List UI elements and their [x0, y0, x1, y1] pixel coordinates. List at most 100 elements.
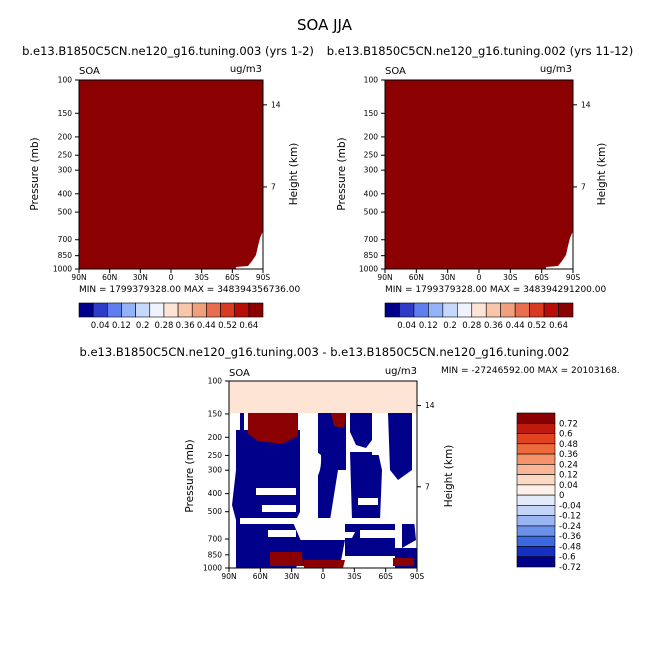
colorbar-swatch: [543, 302, 559, 318]
colorbar-label: 0.04: [91, 321, 110, 331]
x-tick-label: 30N: [284, 572, 299, 581]
x-tick-label: 90N: [221, 572, 236, 581]
panel-1: b.e13.B1850C5CN.ne120_g16.tuning.003 (yr…: [22, 44, 314, 331]
colorbar-swatch: [177, 302, 193, 318]
y-tick-label: 1000: [53, 265, 72, 274]
colorbar-swatch: [471, 302, 487, 318]
x-tick-label: 90S: [566, 273, 581, 282]
colorbar-label: 0.04: [397, 321, 416, 331]
colorbar-label: 0.36: [176, 321, 195, 331]
x-tick-label: 30S: [195, 273, 210, 282]
panel-2-field-fill: [385, 80, 573, 269]
colorbar-label: 0.28: [462, 321, 481, 331]
colorbar-label: 0.64: [549, 321, 568, 331]
panel-3-title: b.e13.B1850C5CN.ne120_g16.tuning.003 - b…: [80, 345, 570, 359]
y-tick-label: 150: [58, 109, 73, 118]
colorbar-label: 0.44: [506, 321, 525, 331]
colorbar-swatch: [516, 443, 556, 455]
panel-2-ylabel-right: Height (km): [596, 143, 608, 206]
y-tick-label: 250: [364, 151, 379, 160]
panel-2-y-axis: 100 150 200 250 300 400 500 700 850 1000: [359, 76, 385, 274]
colorbar-swatch: [516, 556, 556, 568]
colorbar-swatch: [92, 302, 108, 318]
panel-1-field-label: SOA: [79, 66, 100, 77]
colorbar-label: -0.6: [559, 553, 576, 563]
colorbar-label: -0.12: [559, 512, 581, 522]
x-tick-label: 90N: [71, 273, 86, 282]
x-tick-label: 30N: [133, 273, 148, 282]
x-tick-label: 60N: [102, 273, 117, 282]
colorbar-swatch: [206, 302, 221, 318]
y-tick-label: 700: [364, 235, 379, 244]
x-tick-label: 30S: [347, 572, 362, 581]
colorbar-swatch: [442, 302, 458, 318]
colorbar-label: 0.28: [154, 321, 173, 331]
y-tick-label: 700: [208, 535, 223, 544]
panel-3-upper-band: [229, 381, 417, 413]
panel-2-units-label: ug/m3: [540, 64, 572, 75]
right-tick-label: 14: [425, 401, 435, 410]
panel-3-field-label: SOA: [229, 368, 250, 379]
panel-1-y-axis: 100 150 200 250 300 400 500 700 850 1000: [53, 76, 79, 274]
colorbar-swatch: [248, 302, 264, 318]
colorbar-label: 0.64: [239, 321, 258, 331]
panel-2-ylabel: Pressure (mb): [336, 137, 348, 210]
colorbar-swatch: [529, 302, 545, 318]
x-tick-label: 60S: [535, 273, 550, 282]
right-tick-label: 14: [271, 100, 281, 109]
panel-3-colorbar: 0.720.60.480.360.240.120.040-0.04-0.12-0…: [516, 412, 581, 573]
panel-3-near-zero-gaps: [240, 413, 420, 538]
colorbar-label: -0.24: [559, 522, 581, 532]
colorbar-swatch: [516, 535, 556, 547]
panel-1-ylabel-right: Height (km): [288, 143, 300, 206]
colorbar-swatch: [516, 464, 556, 475]
x-tick-label: 30N: [440, 273, 455, 282]
colorbar-label: 0.24: [559, 460, 578, 470]
colorbar-swatch: [516, 412, 556, 424]
colorbar-swatch: [399, 302, 415, 318]
y-tick-label: 850: [364, 251, 379, 260]
panel-1-right-axis: 14 7: [263, 100, 281, 191]
colorbar-label: 0.12: [559, 471, 578, 481]
x-tick-label: 90N: [377, 273, 392, 282]
figure-title: SOA JJA: [297, 16, 353, 34]
panel-3-y-axis: 100 150 200 250 300 400 500 700 850 1000: [203, 377, 229, 573]
colorbar-swatch: [135, 302, 151, 318]
colorbar-swatch: [516, 494, 556, 506]
panel-1-surface-gap: [236, 231, 263, 269]
y-tick-label: 300: [208, 466, 223, 475]
colorbar-label: -0.36: [559, 532, 581, 542]
panel-1-stats: MIN = 1799379328.00 MAX = 348394356736.0…: [79, 285, 300, 295]
y-tick-label: 300: [58, 166, 73, 175]
x-tick-label: 90S: [410, 572, 425, 581]
colorbar-swatch: [107, 302, 122, 318]
y-tick-label: 200: [58, 132, 73, 141]
panel-1-x-axis: 90N 60N 30N 0 30S 60S 90S: [71, 269, 270, 282]
y-tick-label: 1000: [203, 564, 222, 573]
panel-2-title: b.e13.B1850C5CN.ne120_g16.tuning.002 (yr…: [327, 44, 633, 58]
x-tick-label: 0: [477, 273, 482, 282]
y-tick-label: 100: [208, 377, 223, 386]
colorbar-swatch: [558, 302, 574, 318]
colorbar-swatch: [516, 525, 556, 537]
x-tick-label: 60S: [225, 273, 240, 282]
y-tick-label: 300: [364, 166, 379, 175]
panel-1-colorbar: 0.04 0.12 0.2 0.28 0.36 0.44 0.52 0.64: [78, 302, 264, 331]
colorbar-swatch: [457, 302, 473, 318]
colorbar-swatch: [516, 474, 556, 486]
colorbar-label: -0.04: [559, 501, 581, 511]
panel-3-right-axis: 14 7: [417, 401, 435, 491]
panel-2-stats: MIN = 1799379328.00 MAX = 348394291200.0…: [385, 285, 606, 295]
colorbar-label: -0.48: [559, 542, 581, 552]
colorbar-label: 0.52: [218, 321, 237, 331]
panel-2-x-axis: 90N 60N 30N 0 30S 60S 90S: [377, 269, 580, 282]
y-tick-label: 1000: [359, 265, 378, 274]
colorbar-label: 0.48: [559, 440, 578, 450]
colorbar-swatch: [234, 302, 250, 318]
right-tick-label: 7: [425, 482, 430, 491]
panel-2-right-axis: 14 7: [573, 100, 591, 191]
y-tick-label: 850: [58, 251, 73, 260]
panel-3: b.e13.B1850C5CN.ne120_g16.tuning.003 - b…: [80, 345, 620, 581]
panel-3-x-axis: 90N 60N 30N 0 30S 60S 90S: [221, 568, 424, 581]
